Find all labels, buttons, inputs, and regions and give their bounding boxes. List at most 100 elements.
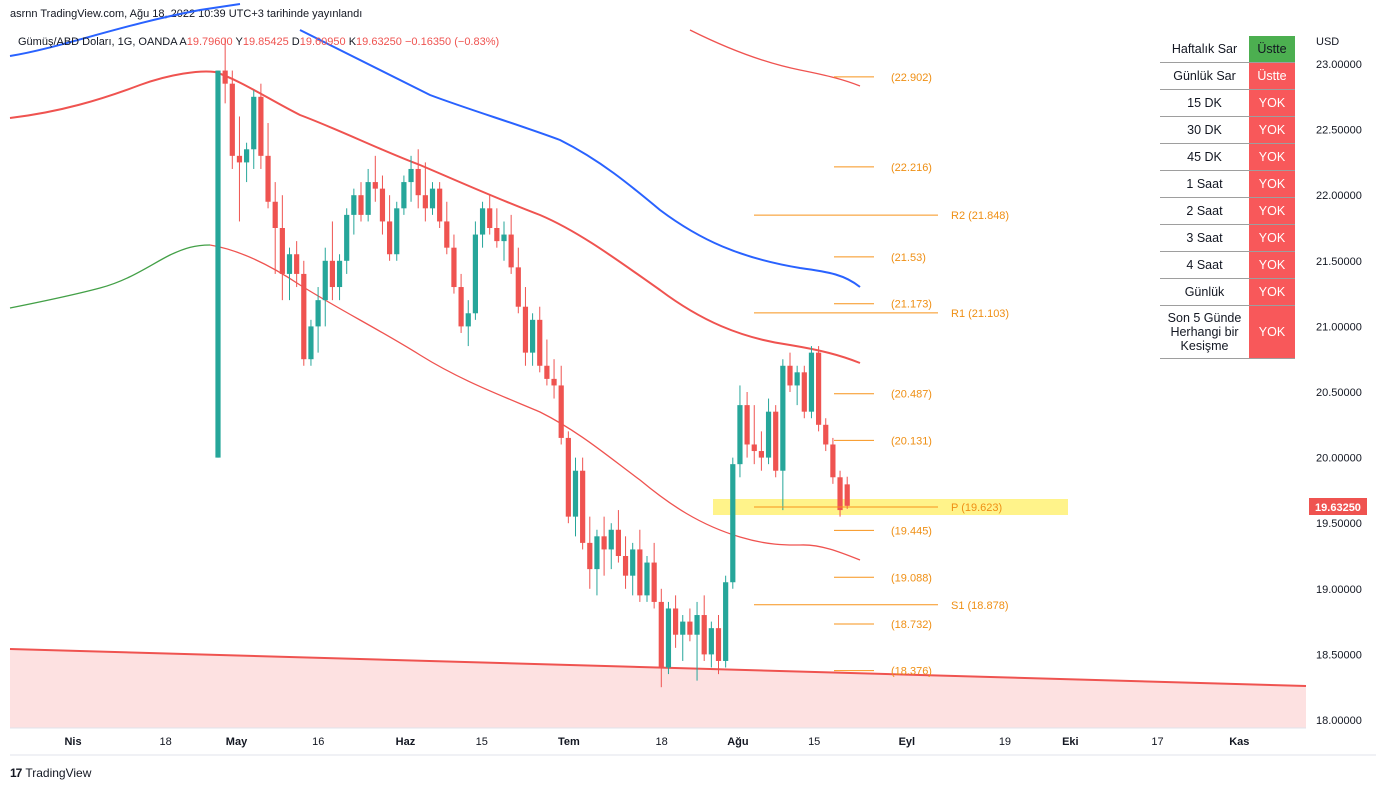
candle-body (336, 260, 343, 288)
crossover-status: YOK (1249, 116, 1295, 144)
candle (451, 234, 457, 294)
candle (780, 359, 786, 511)
tradingview-logo-icon: 17 (10, 766, 22, 780)
crossover-label: 30 DK (1160, 116, 1249, 144)
candle (401, 175, 407, 215)
candle (494, 208, 500, 248)
y-tick-label: 22.50000 (1316, 125, 1362, 137)
candle-body (765, 411, 772, 458)
candle-body (558, 385, 564, 438)
candle-body (244, 149, 250, 163)
candle-body (808, 352, 815, 412)
open-label: A (179, 36, 187, 48)
candle (601, 516, 607, 576)
candle (830, 437, 836, 484)
candle (708, 621, 714, 668)
crossover-row: 4 Saat YOK (1160, 251, 1295, 279)
crossover-row: Haftalık Sar Üstte (1160, 36, 1295, 63)
x-tick-label: Eyl (899, 736, 916, 748)
candle (365, 168, 371, 222)
candle (429, 182, 436, 215)
candle (472, 221, 478, 320)
candle-body (229, 83, 235, 156)
crossover-label: Günlük (1160, 278, 1249, 306)
pivot-level-label: (20.131) (891, 435, 932, 447)
crossover-status: YOK (1249, 89, 1295, 117)
candle (379, 175, 386, 235)
candle-body (508, 234, 514, 268)
y-axis[interactable]: 23.00000 22.50000 22.00000 21.50000 21.00000… (1316, 59, 1362, 727)
x-tick-label: Nis (64, 736, 81, 748)
candle-body (437, 188, 443, 222)
candle-body (215, 70, 221, 458)
candle-body (286, 254, 293, 274)
candle (487, 195, 493, 235)
candle-body (601, 536, 607, 550)
pivot-level-label: R2 (21.848) (951, 210, 1009, 222)
candle-body (472, 234, 478, 314)
ma-blue-line-upper (9, 3, 241, 57)
crossover-row-last5days: Son 5 Günde Herhangi bir Kesişme YOK (1160, 305, 1295, 359)
x-axis[interactable]: Nis 18 May 16 Haz 15 Tem 18 Ağu 15 Eyl 19 Eki 17 Kas (64, 736, 1249, 748)
candle-body (265, 155, 271, 202)
candle-body (401, 182, 407, 209)
candle (408, 155, 414, 202)
crossover-label: 1 Saat (1160, 170, 1249, 198)
candle-body (358, 195, 364, 215)
candle-body (701, 615, 707, 655)
candle-body (816, 352, 822, 425)
candle-body (572, 470, 579, 517)
crossover-label: Haftalık Sar (1160, 36, 1249, 63)
candle (236, 116, 243, 222)
candle (823, 418, 829, 452)
candle-body (544, 365, 550, 379)
low-label: D (291, 36, 300, 48)
candle-body (222, 70, 228, 84)
crossover-row: 1 Saat YOK (1160, 170, 1295, 198)
candle-body (723, 582, 729, 661)
high-label: Y (235, 36, 243, 48)
candle-body (451, 247, 457, 288)
candle (615, 510, 621, 563)
close-value: 19.63250 (356, 36, 402, 48)
candle (794, 365, 800, 406)
candle (501, 221, 507, 261)
x-tick-label: 19 (999, 736, 1011, 748)
crossover-status: YOK (1249, 197, 1295, 225)
candle (844, 476, 850, 509)
candle (680, 615, 686, 661)
candle (244, 142, 250, 183)
candle (351, 188, 357, 235)
candle-body (522, 306, 529, 353)
symbol-label: Gümüş/ABD Doları, 1G, OANDA (18, 36, 177, 48)
crossover-row: Günlük Sar Üstte (1160, 62, 1295, 90)
candle-body (801, 372, 807, 412)
candle (372, 155, 378, 202)
candle-body (615, 529, 621, 556)
x-tick-label: 16 (312, 736, 324, 748)
candle-body (251, 96, 257, 150)
candle (522, 287, 529, 366)
x-tick-label: Kas (1229, 736, 1249, 748)
crossover-label: 2 Saat (1160, 197, 1249, 225)
candle (658, 588, 664, 688)
candle-body (780, 365, 786, 471)
pivot-level-label: (18.732) (891, 619, 932, 631)
x-tick-label: 17 (1151, 736, 1163, 748)
brand-name[interactable]: TradingView (25, 766, 92, 780)
support-zone (10, 649, 1306, 728)
candle (622, 536, 629, 589)
candle-body (680, 621, 686, 635)
candle (837, 470, 843, 517)
candle (301, 260, 307, 366)
candle-body (630, 549, 636, 576)
candle-body (673, 608, 679, 635)
last-price-value: 19.63250 (1315, 502, 1361, 514)
candle-body (258, 96, 264, 156)
pivot-level-label: (21.53) (891, 252, 926, 264)
candle (358, 182, 364, 222)
crossover-label: 15 DK (1160, 89, 1249, 117)
candle (336, 254, 343, 301)
candle-body (694, 615, 700, 635)
